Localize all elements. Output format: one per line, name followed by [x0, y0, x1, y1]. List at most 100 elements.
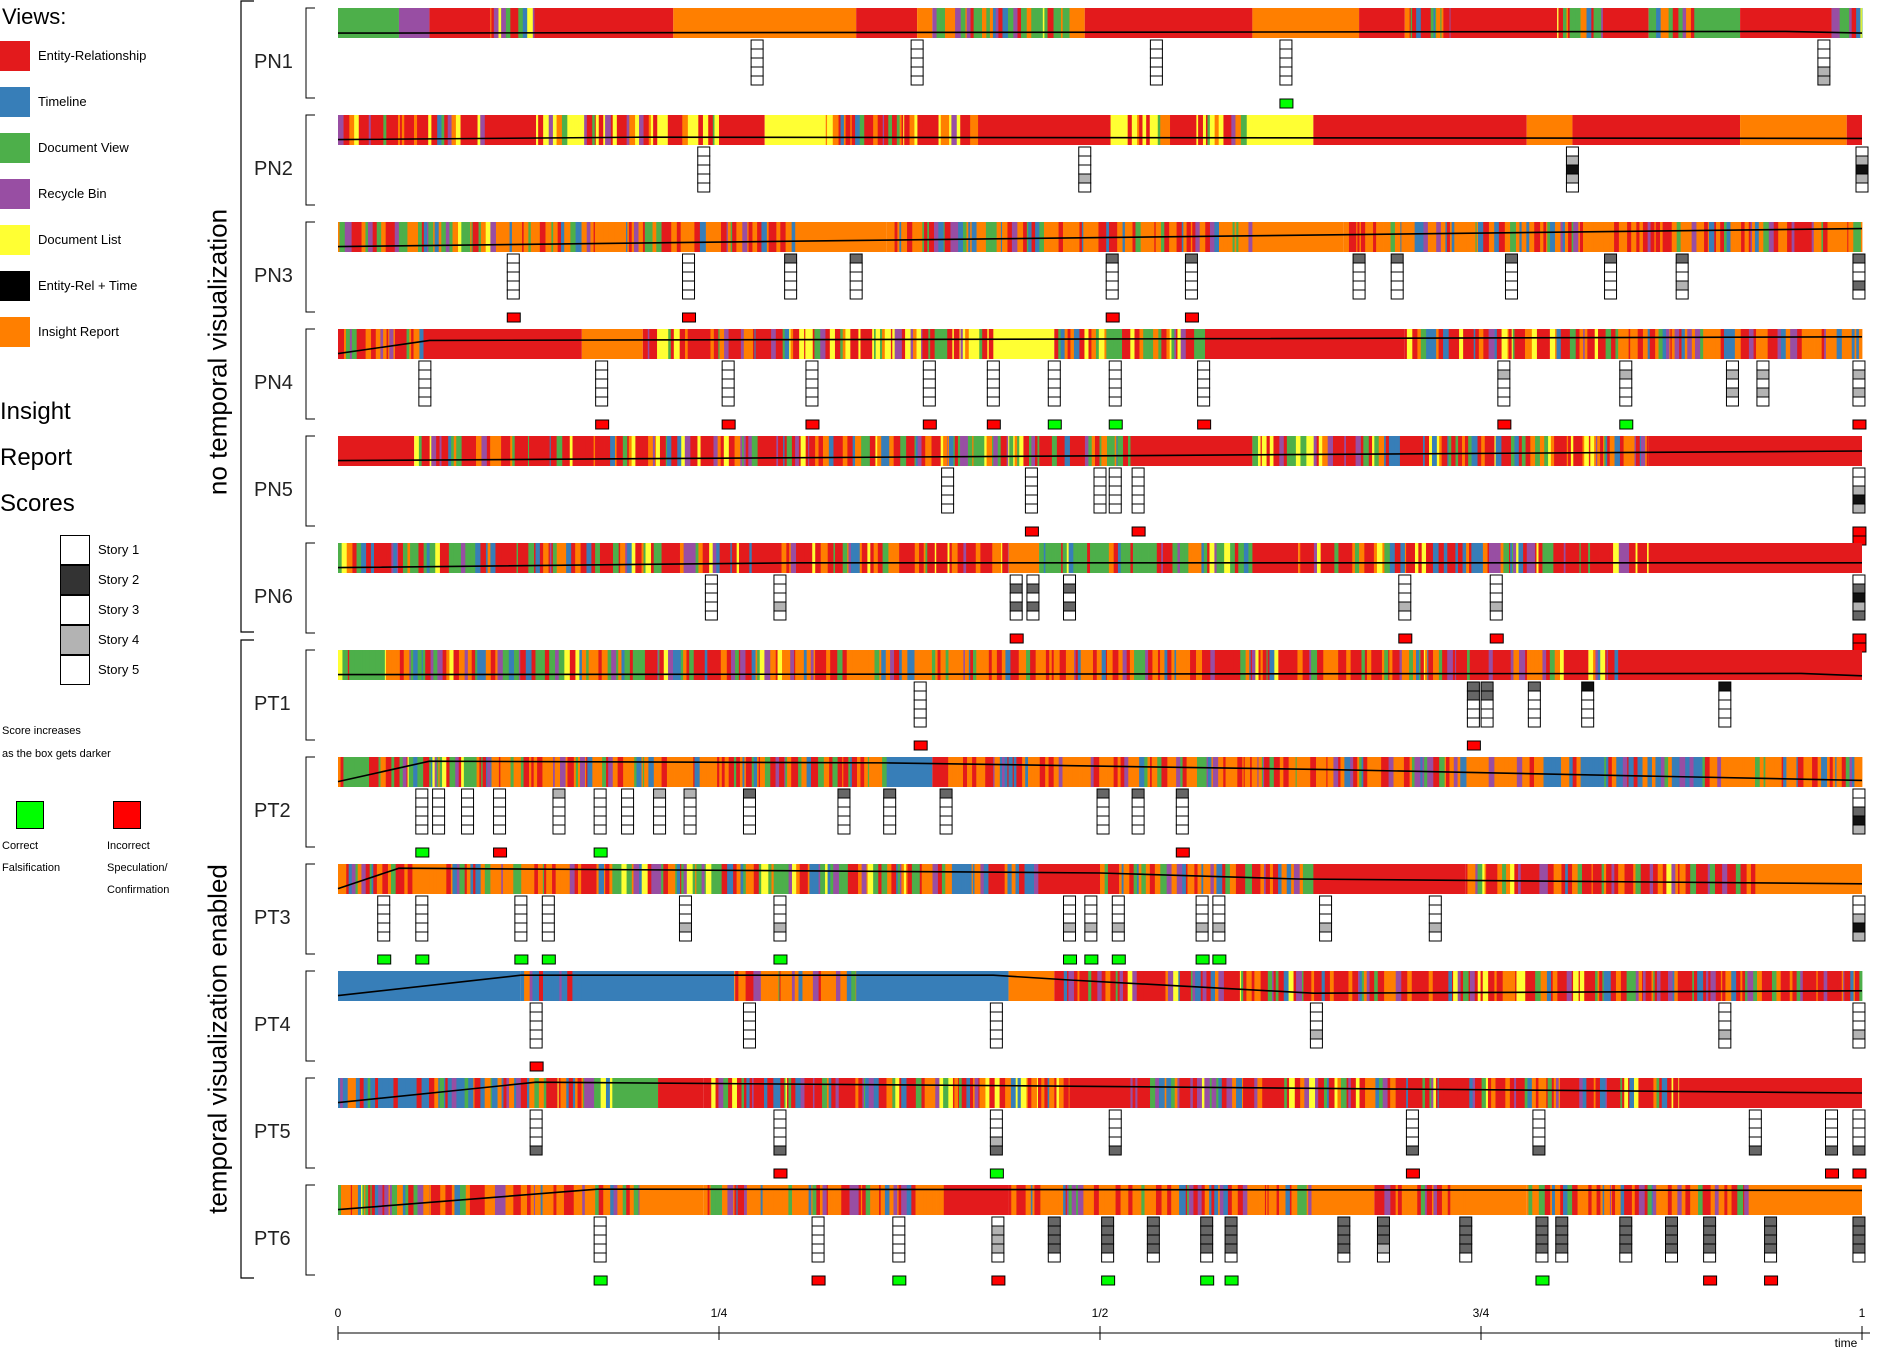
view-segment [1068, 8, 1070, 38]
view-segment [1463, 436, 1466, 466]
story-score-box [514, 931, 528, 942]
view-segment [827, 543, 833, 573]
view-segment [1008, 436, 1010, 466]
view-segment [1176, 115, 1181, 145]
view-segment [1461, 650, 1468, 680]
story-score-box [683, 797, 697, 808]
view-segment [1468, 436, 1472, 466]
view-segment [1309, 971, 1312, 1001]
view-segment [924, 650, 930, 680]
view-segment [945, 8, 951, 38]
story-label: Story 4 [98, 632, 140, 647]
view-segment [608, 222, 615, 252]
view-segment [820, 329, 826, 359]
participant-row-pt3: PT3 [254, 863, 1866, 965]
view-segment [1452, 650, 1456, 680]
view-segment [1609, 543, 1612, 573]
view-segment [1783, 222, 1788, 252]
story-score-box [1200, 1234, 1214, 1245]
story-score-box [1855, 182, 1869, 193]
view-segment [476, 436, 482, 466]
view-segment [1709, 864, 1716, 894]
story-score-box [418, 378, 432, 389]
view-segment [868, 650, 875, 680]
view-segment [599, 543, 605, 573]
view-segment [1514, 1078, 1517, 1108]
view-segment [901, 1185, 908, 1215]
view-segment [728, 436, 735, 466]
view-segment [1168, 543, 1173, 573]
story-score-box [1748, 1136, 1762, 1147]
view-segment [557, 222, 562, 252]
story-score-box [1047, 1234, 1061, 1245]
view-segment [760, 757, 766, 787]
view-segment [704, 436, 709, 466]
view-segment [804, 1078, 810, 1108]
story-score-box [377, 913, 391, 924]
view-segment [534, 864, 539, 894]
view-segment [1535, 436, 1541, 466]
view-segment [784, 1078, 786, 1108]
view-segment [858, 1185, 862, 1215]
view-segment [1440, 222, 1446, 252]
view-segment [448, 543, 452, 573]
story-score-box [1665, 1225, 1678, 1236]
view-segment [1263, 864, 1267, 894]
correct-falsification-marker [593, 847, 608, 858]
story-score-box [811, 1252, 825, 1263]
view-segment [1742, 757, 1746, 787]
view-segment [1771, 971, 1774, 1001]
view-segment [515, 864, 522, 894]
view-segment [860, 329, 867, 359]
view-segment [950, 8, 953, 38]
view-segment [1538, 1185, 1546, 1215]
insight-report [750, 39, 764, 86]
view-segment [763, 1078, 768, 1108]
view-segment [436, 864, 442, 894]
view-segment [359, 115, 362, 145]
story-score-box [1398, 592, 1412, 603]
view-segment [1141, 1185, 1145, 1215]
incorrect-speculation-marker [1398, 633, 1413, 644]
view-segment [1479, 650, 1482, 680]
view-segment [552, 864, 555, 894]
view-segment [960, 8, 966, 38]
view-segment [752, 222, 755, 252]
view-segment [1548, 757, 1551, 787]
view-segment [1590, 650, 1594, 680]
view-segment [1435, 1078, 1438, 1108]
view-segment [1538, 1078, 1545, 1108]
insight-report [773, 574, 787, 621]
view-segment [518, 543, 524, 573]
view-segment [391, 757, 395, 787]
view-segment [557, 1078, 560, 1108]
view-segment [1122, 329, 1127, 359]
view-segment [386, 115, 389, 145]
view-segment [1509, 1078, 1515, 1108]
view-segment [739, 543, 746, 573]
story-score-box [678, 895, 692, 906]
view-segment [773, 864, 778, 894]
view-segment [789, 543, 792, 573]
view-segment [1067, 222, 1073, 252]
story-score-box [1197, 396, 1211, 407]
view-segment [1750, 971, 1754, 1001]
view-segment [1427, 222, 1431, 252]
view-segment [1714, 1185, 1720, 1215]
view-segment [1647, 222, 1651, 252]
view-segment [1411, 971, 1416, 1001]
view-segment [747, 222, 749, 252]
view-segment [358, 115, 361, 145]
view-segment [951, 864, 954, 894]
insight-report [1146, 1216, 1160, 1263]
view-segment [756, 543, 761, 573]
view-segment [952, 1078, 955, 1108]
view-segment [951, 115, 958, 145]
view-segment [422, 650, 426, 680]
view-segment [542, 436, 547, 466]
view-segment [1025, 1185, 1028, 1215]
view-segment [1137, 1078, 1142, 1108]
view-segment [1469, 1078, 1474, 1108]
view-segment [738, 436, 741, 466]
view-segment [574, 115, 580, 145]
